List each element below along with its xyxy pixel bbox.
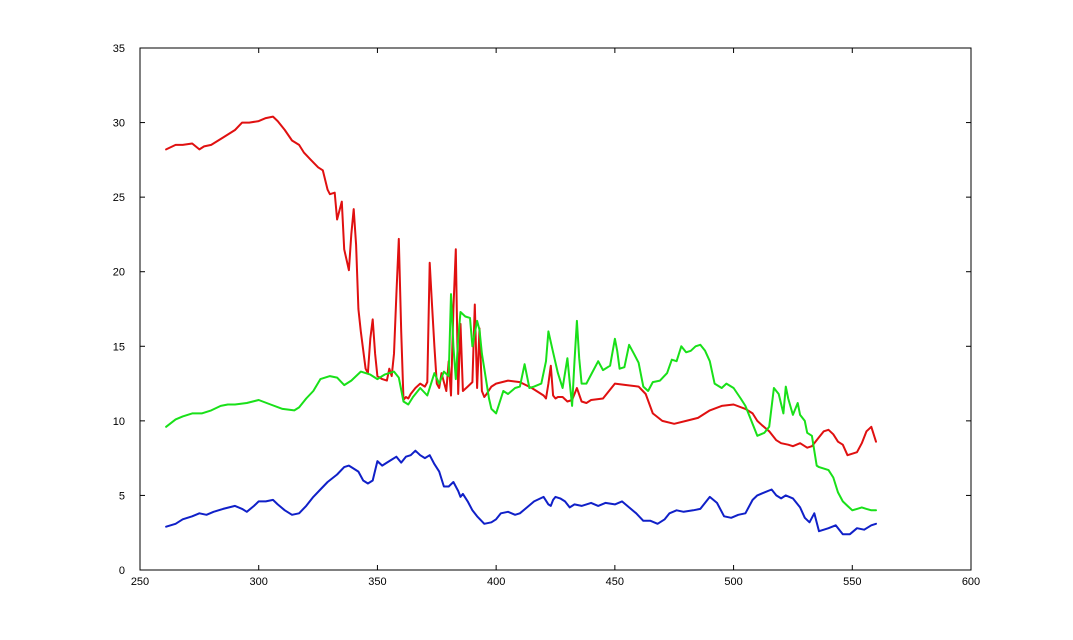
blue-series-line: [165, 449, 877, 536]
y-tick-label: 20: [113, 267, 125, 279]
y-tick-label: 35: [113, 43, 125, 55]
x-tick-label: 450: [606, 576, 624, 588]
x-tick-label: 300: [250, 576, 268, 588]
x-tick-label: 500: [724, 576, 742, 588]
series-layer: [165, 115, 877, 536]
y-tick-label: 25: [113, 192, 125, 204]
tick-layer: 250 300 350 400 450 500 550 600 0 5 10 15 20 25 30 35: [113, 43, 980, 588]
axes-box: [139, 47, 972, 571]
y-tick-label: 15: [113, 341, 125, 353]
y-tick-label: 30: [113, 118, 125, 130]
green-series-line: [165, 293, 877, 512]
x-tick-label: 550: [843, 576, 861, 588]
x-tick-label: 600: [962, 576, 980, 588]
x-tick-label: 400: [487, 576, 505, 588]
y-tick-label: 0: [119, 565, 125, 577]
x-tick-label: 350: [368, 576, 386, 588]
y-tick-label: 5: [119, 490, 125, 502]
x-tick-label: 250: [131, 576, 149, 588]
y-tick-label: 10: [113, 416, 125, 428]
red-series-line: [165, 115, 877, 457]
